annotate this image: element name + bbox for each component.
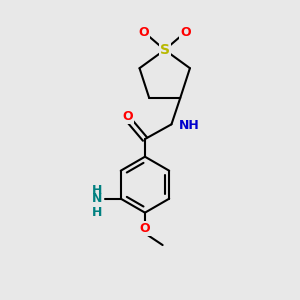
Text: H: H xyxy=(92,206,102,219)
Text: O: O xyxy=(139,26,149,39)
Text: NH: NH xyxy=(179,119,200,132)
Text: O: O xyxy=(140,222,150,236)
Text: N: N xyxy=(92,192,102,205)
Text: O: O xyxy=(180,26,190,39)
Text: S: S xyxy=(160,43,170,57)
Text: H: H xyxy=(92,184,102,197)
Text: O: O xyxy=(122,110,133,123)
